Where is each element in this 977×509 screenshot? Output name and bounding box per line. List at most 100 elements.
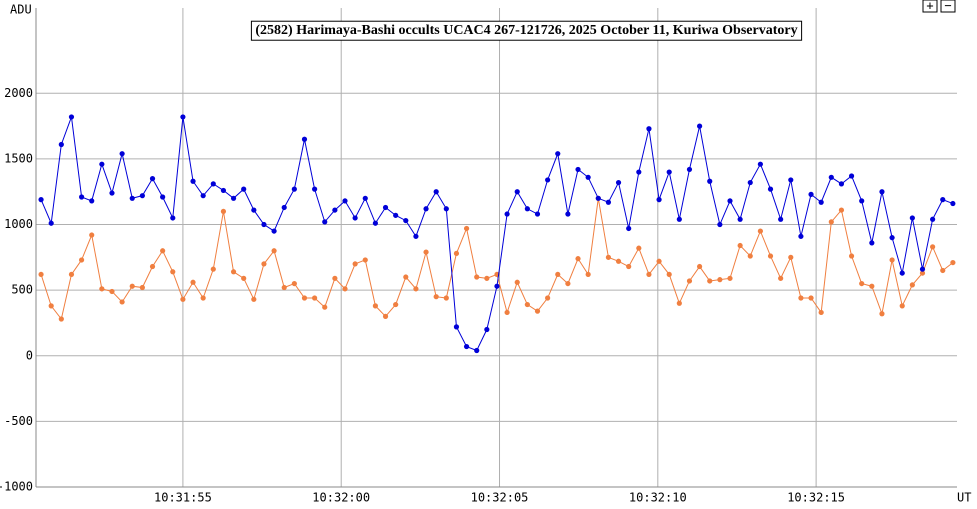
point: [778, 275, 784, 281]
point: [200, 295, 206, 301]
point: [342, 198, 348, 204]
point: [727, 275, 733, 281]
point: [707, 278, 713, 284]
point: [119, 299, 125, 305]
point: [686, 278, 693, 284]
point: [48, 220, 54, 226]
zoom-out-label[interactable]: −: [944, 0, 951, 13]
point: [838, 207, 845, 213]
point: [595, 195, 601, 201]
point: [919, 266, 926, 272]
point: [251, 296, 257, 302]
point: [828, 219, 834, 225]
point: [940, 197, 946, 203]
point: [443, 206, 449, 212]
point: [514, 279, 520, 285]
point: [848, 173, 855, 179]
point: [950, 200, 956, 207]
point: [859, 198, 865, 204]
point: [89, 198, 95, 204]
point: [656, 258, 662, 264]
point: [312, 295, 318, 301]
point: [534, 308, 541, 314]
point: [463, 225, 470, 232]
point: [190, 178, 196, 184]
point: [707, 178, 713, 184]
point: [524, 206, 530, 212]
point: [747, 179, 753, 186]
y-tick-label: 0: [26, 348, 33, 362]
point: [899, 270, 905, 276]
point: [565, 211, 571, 217]
point: [717, 221, 723, 228]
point: [109, 288, 115, 295]
point: [342, 286, 348, 292]
point: [919, 270, 926, 276]
point: [727, 198, 733, 204]
point: [190, 279, 196, 285]
point: [808, 295, 814, 301]
y-tick-label: 1500: [4, 151, 33, 165]
point: [474, 274, 480, 280]
point: [393, 301, 399, 308]
point: [930, 216, 936, 222]
point: [656, 197, 662, 203]
point: [555, 151, 561, 157]
point: [291, 280, 297, 287]
zoom-in-button[interactable]: [922, 0, 938, 13]
point: [170, 269, 176, 275]
point: [382, 204, 389, 211]
point: [545, 177, 551, 183]
y-tick-label: 1000: [4, 217, 33, 231]
x-tick-label: 10:32:10: [629, 491, 687, 505]
x-tick-label: 10:32:05: [471, 491, 529, 505]
point: [615, 179, 622, 186]
chart-title: (2582) Harimaya-Bashi occults UCAC4 267-…: [255, 23, 797, 38]
point: [778, 216, 784, 222]
point: [291, 186, 297, 192]
point: [646, 271, 652, 278]
point: [301, 136, 308, 142]
point: [555, 271, 561, 278]
zoom-in-label[interactable]: +: [926, 0, 933, 13]
point: [575, 166, 581, 173]
point: [818, 309, 824, 316]
point: [372, 303, 378, 309]
point: [362, 195, 368, 201]
point: [545, 295, 551, 301]
point: [909, 215, 915, 221]
point: [737, 242, 743, 249]
point: [848, 253, 855, 259]
point: [372, 220, 378, 226]
point: [403, 217, 409, 224]
point: [950, 259, 956, 266]
point: [129, 195, 135, 201]
point: [48, 303, 54, 309]
zoom-out-button[interactable]: [940, 0, 956, 13]
point: [200, 193, 206, 199]
point: [78, 257, 85, 263]
point: [281, 204, 287, 211]
point: [504, 309, 510, 316]
point: [210, 181, 216, 187]
y-axis-label: ADU: [10, 3, 32, 17]
point: [332, 275, 338, 281]
point: [119, 151, 125, 157]
point: [180, 114, 186, 120]
point: [160, 194, 166, 200]
point: [808, 191, 814, 197]
point: [585, 174, 591, 180]
point: [68, 271, 75, 278]
point: [585, 271, 591, 278]
point: [160, 248, 166, 254]
point: [210, 266, 216, 272]
point: [78, 194, 85, 200]
point: [615, 258, 622, 264]
point: [697, 123, 703, 129]
point: [220, 208, 227, 215]
point: [636, 245, 642, 251]
point: [889, 235, 895, 241]
point: [646, 126, 652, 132]
point: [423, 206, 429, 212]
point: [362, 257, 368, 263]
